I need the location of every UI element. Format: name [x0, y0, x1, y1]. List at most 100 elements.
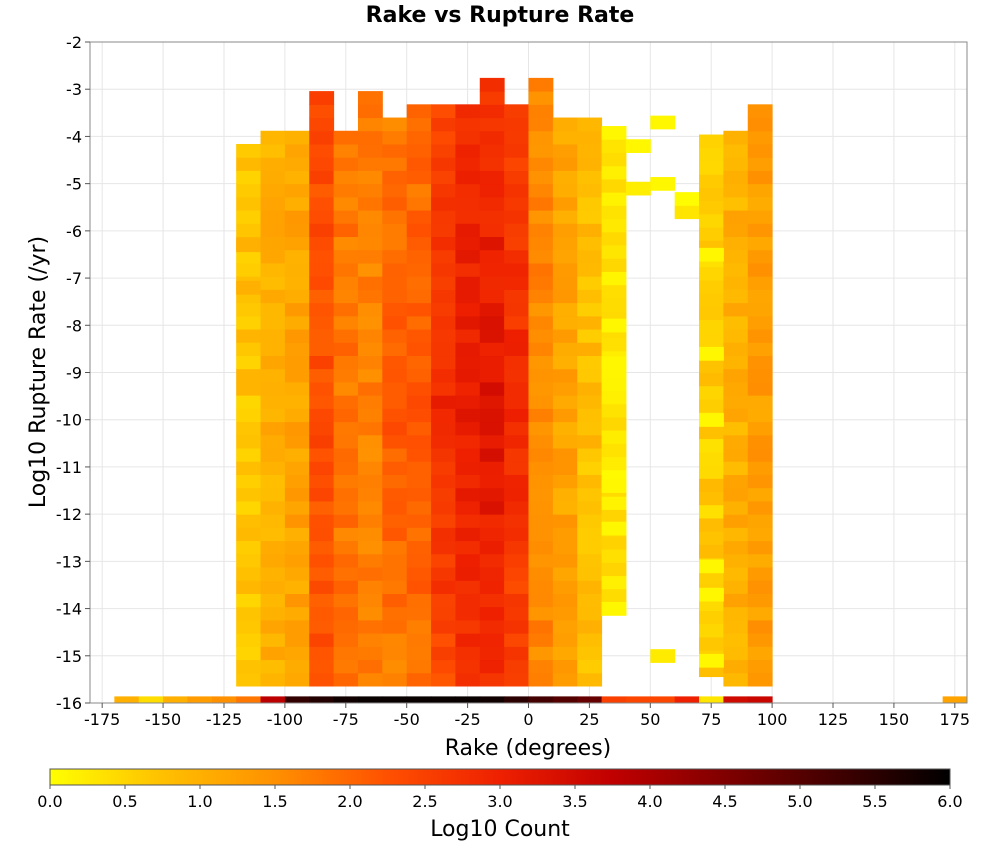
heatmap-cell — [479, 593, 505, 608]
heatmap-cell — [528, 381, 554, 396]
heatmap-cell — [333, 262, 359, 277]
heatmap-cell — [747, 500, 773, 515]
heatmap-cell — [479, 143, 505, 158]
heatmap-cell — [284, 514, 310, 528]
heatmap-cell — [504, 448, 529, 462]
heatmap-cell — [455, 619, 481, 634]
heatmap-cell — [333, 448, 359, 462]
heatmap-cell — [479, 540, 505, 555]
heatmap-cell — [431, 474, 456, 489]
heatmap-cell — [382, 157, 408, 171]
heatmap-cell — [552, 646, 578, 661]
heatmap-cell — [577, 567, 603, 581]
heatmap-cell — [260, 157, 286, 171]
heatmap-cell — [333, 593, 359, 608]
heatmap-cell — [357, 434, 383, 449]
y-tick-label: -13 — [56, 552, 82, 571]
heatmap-cell — [406, 553, 432, 568]
heatmap-cell — [260, 487, 286, 502]
heatmap-cell — [357, 302, 383, 317]
heatmap-cell — [625, 696, 651, 703]
heatmap-cell — [382, 606, 408, 621]
heatmap-cell — [431, 540, 456, 555]
heatmap-cell — [577, 249, 603, 264]
heatmap-cell — [284, 368, 310, 383]
heatmap-cell — [479, 130, 505, 145]
heatmap-cell — [504, 633, 529, 647]
x-tick-label: 125 — [818, 710, 849, 729]
heatmap-cell — [284, 130, 310, 145]
heatmap-cell — [577, 421, 603, 436]
heatmap-cell — [406, 223, 432, 238]
heatmap-cell — [431, 196, 456, 211]
heatmap-cell — [723, 448, 749, 462]
heatmap-cell — [479, 302, 505, 317]
heatmap-cell — [431, 567, 456, 581]
heatmap-cell — [747, 421, 773, 436]
heatmap-cell — [479, 606, 505, 621]
heatmap-cell — [455, 262, 481, 277]
heatmap-cell — [236, 619, 262, 634]
heatmap-cell — [479, 514, 505, 528]
heatmap-cell — [333, 580, 359, 594]
heatmap-cell — [382, 143, 408, 158]
heatmap-cell — [455, 580, 481, 594]
heatmap-cell — [431, 593, 456, 608]
heatmap-cell — [723, 315, 749, 330]
heatmap-cell — [357, 249, 383, 264]
heatmap-cell — [431, 487, 456, 502]
heatmap-cell — [723, 500, 749, 515]
heatmap-cell — [284, 448, 310, 462]
heatmap-cell — [552, 434, 578, 449]
heatmap-cell — [284, 659, 310, 674]
heatmap-cell — [723, 210, 749, 224]
heatmap-cell — [601, 178, 627, 193]
heatmap-cell — [504, 196, 529, 211]
heatmap-cell — [236, 381, 262, 396]
heatmap-cell — [601, 403, 627, 418]
heatmap-cell — [601, 205, 627, 220]
heatmap-cell — [528, 580, 554, 594]
heatmap-cell — [382, 249, 408, 264]
heatmap-cell — [601, 416, 627, 431]
heatmap-cell — [260, 672, 286, 687]
heatmap-cell — [552, 487, 578, 502]
heatmap-cell — [357, 368, 383, 383]
heatmap-cell — [747, 553, 773, 568]
heatmap-cell — [455, 540, 481, 555]
heatmap-cell — [333, 329, 359, 343]
heatmap-cell — [528, 500, 554, 515]
heatmap-cell — [382, 633, 408, 647]
heatmap-cell — [479, 315, 505, 330]
heatmap-cell — [406, 593, 432, 608]
heatmap-cell — [406, 355, 432, 370]
heatmap-cell — [577, 633, 603, 647]
heatmap-cell — [357, 117, 383, 132]
heatmap-cell — [431, 130, 456, 145]
heatmap-cell — [723, 567, 749, 581]
heatmap-cell — [333, 249, 359, 264]
heatmap-cell — [479, 434, 505, 449]
heatmap-cell — [455, 196, 481, 211]
heatmap-cell — [236, 672, 262, 687]
heatmap-cell — [382, 487, 408, 502]
heatmap-cell — [382, 342, 408, 357]
heatmap-cell — [284, 567, 310, 581]
heatmap-cell — [260, 580, 286, 594]
heatmap-cell — [333, 157, 359, 171]
heatmap-cell — [723, 342, 749, 357]
heatmap-cell — [431, 421, 456, 436]
heatmap-cell — [577, 461, 603, 475]
heatmap-cell — [382, 448, 408, 462]
y-tick-label: -6 — [66, 222, 82, 241]
heatmap-cell — [406, 672, 432, 687]
heatmap-cell — [333, 342, 359, 357]
heatmap-cell — [699, 425, 724, 440]
heatmap-cell — [747, 355, 773, 370]
heatmap-cell — [284, 540, 310, 555]
heatmap-cell — [236, 249, 262, 264]
heatmap-cell — [236, 448, 262, 462]
y-tick-label: -12 — [56, 505, 82, 524]
heatmap-cell — [528, 646, 554, 661]
heatmap-cell — [577, 487, 603, 502]
